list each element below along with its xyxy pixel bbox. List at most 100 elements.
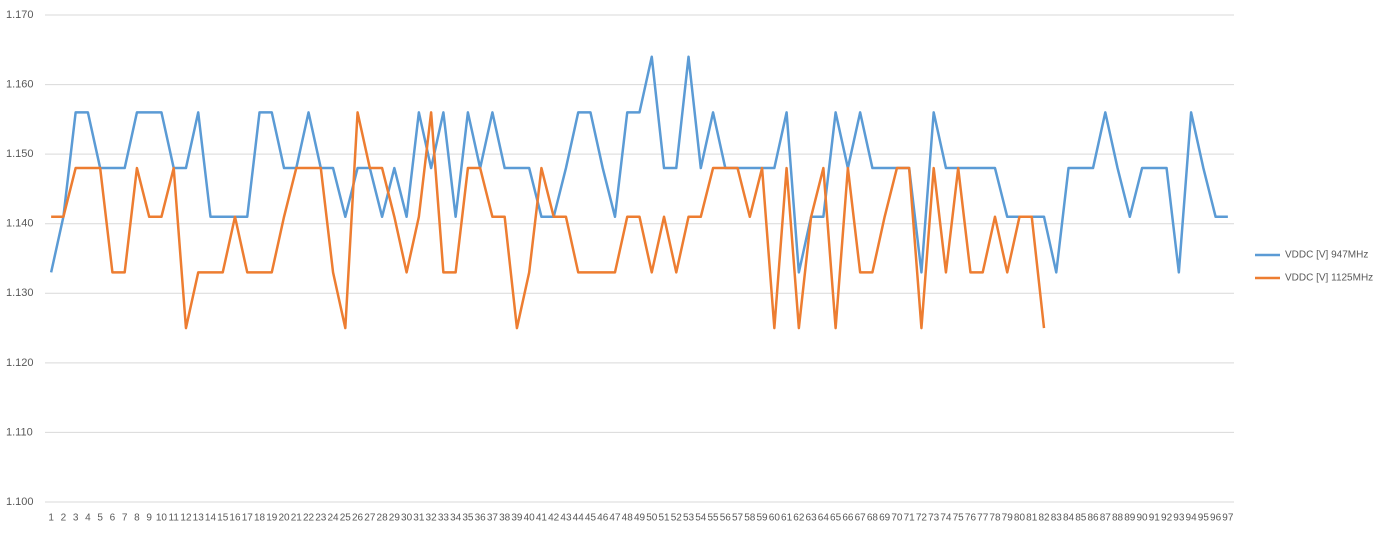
- x-tick-label: 4: [85, 513, 91, 524]
- x-tick-label: 19: [266, 513, 278, 524]
- y-tick-label: 1.100: [6, 496, 34, 508]
- series-line: [49, 55, 1228, 274]
- x-tick-label: 53: [683, 513, 695, 524]
- y-tick-label: 1.140: [6, 218, 34, 230]
- x-tick-label: 46: [597, 513, 609, 524]
- x-tick-label: 90: [1137, 513, 1149, 524]
- x-tick-label: 64: [818, 513, 830, 524]
- x-tick-label: 84: [1063, 513, 1075, 524]
- x-tick-label: 75: [953, 513, 965, 524]
- x-tick-label: 68: [867, 513, 879, 524]
- x-tick-label: 71: [904, 513, 916, 524]
- x-tick-label: 76: [965, 513, 977, 524]
- x-tick-label: 14: [205, 513, 217, 524]
- x-tick-label: 29: [389, 513, 401, 524]
- x-tick-label: 20: [278, 513, 290, 524]
- x-tick-label: 31: [413, 513, 425, 524]
- y-tick-label: 1.130: [6, 287, 34, 299]
- y-tick-label: 1.110: [6, 426, 33, 438]
- x-tick-label: 18: [254, 513, 266, 524]
- legend-label: VDDC [V] 1125MHz: [1285, 273, 1373, 284]
- x-tick-label: 45: [585, 513, 597, 524]
- x-tick-label: 49: [634, 513, 646, 524]
- x-tick-label: 43: [560, 513, 572, 524]
- x-tick-label: 11: [169, 513, 180, 524]
- x-tick-label: 3: [73, 513, 79, 524]
- y-tick-label: 1.170: [6, 9, 34, 21]
- x-tick-label: 17: [242, 513, 254, 524]
- x-tick-label: 2: [61, 513, 67, 524]
- x-tick-label: 72: [916, 513, 928, 524]
- x-tick-label: 56: [720, 513, 732, 524]
- x-tick-label: 8: [134, 513, 140, 524]
- x-tick-label: 44: [573, 513, 585, 524]
- x-tick-label: 80: [1014, 513, 1026, 524]
- legend-label: VDDC [V] 947MHz: [1285, 250, 1368, 261]
- x-tick-label: 83: [1051, 513, 1063, 524]
- x-tick-label: 1: [48, 513, 54, 524]
- x-tick-label: 13: [193, 513, 205, 524]
- x-tick-label: 33: [438, 513, 450, 524]
- x-tick-label: 58: [744, 513, 756, 524]
- x-tick-label: 77: [977, 513, 989, 524]
- x-tick-label: 74: [940, 513, 952, 524]
- x-tick-label: 26: [352, 513, 364, 524]
- x-tick-label: 73: [928, 513, 940, 524]
- x-tick-label: 21: [291, 513, 303, 524]
- x-tick-label: 39: [511, 513, 523, 524]
- x-tick-label: 62: [793, 513, 805, 524]
- x-tick-label: 5: [97, 513, 103, 524]
- y-tick-label: 1.120: [6, 357, 34, 369]
- x-tick-label: 54: [695, 513, 707, 524]
- x-tick-label: 32: [426, 513, 438, 524]
- x-tick-label: 63: [806, 513, 818, 524]
- x-tick-label: 23: [315, 513, 327, 524]
- x-tick-label: 91: [1149, 513, 1161, 524]
- x-tick-label: 79: [1002, 513, 1014, 524]
- x-tick-label: 42: [548, 513, 560, 524]
- x-tick-label: 97: [1222, 513, 1234, 524]
- x-tick-label: 38: [499, 513, 511, 524]
- x-tick-label: 81: [1026, 513, 1038, 524]
- x-tick-label: 86: [1087, 513, 1099, 524]
- x-tick-label: 41: [536, 513, 548, 524]
- x-tick-label: 35: [462, 513, 474, 524]
- x-tick-label: 27: [364, 513, 376, 524]
- y-tick-label: 1.160: [6, 78, 34, 90]
- x-tick-label: 22: [303, 513, 315, 524]
- x-tick-label: 50: [646, 513, 658, 524]
- x-tick-label: 65: [830, 513, 842, 524]
- x-tick-label: 16: [229, 513, 241, 524]
- x-tick-label: 25: [340, 513, 352, 524]
- x-tick-label: 85: [1075, 513, 1087, 524]
- x-tick-label: 48: [622, 513, 634, 524]
- x-tick-label: 66: [842, 513, 854, 524]
- x-tick-label: 34: [450, 513, 462, 524]
- x-tick-label: 9: [146, 513, 152, 524]
- x-tick-label: 30: [401, 513, 413, 524]
- x-tick-label: 10: [156, 513, 168, 524]
- x-tick-label: 36: [475, 513, 487, 524]
- x-tick-label: 55: [707, 513, 719, 524]
- x-tick-label: 28: [377, 513, 389, 524]
- x-tick-label: 7: [122, 513, 128, 524]
- x-tick-label: 78: [989, 513, 1001, 524]
- x-tick-label: 92: [1161, 513, 1173, 524]
- x-tick-label: 59: [757, 513, 769, 524]
- x-tick-label: 96: [1210, 513, 1222, 524]
- x-tick-label: 70: [891, 513, 903, 524]
- x-tick-label: 94: [1186, 513, 1198, 524]
- series-line: [51, 111, 1046, 330]
- x-tick-label: 37: [487, 513, 499, 524]
- x-tick-label: 40: [524, 513, 536, 524]
- x-tick-label: 61: [781, 513, 793, 524]
- x-tick-label: 12: [180, 513, 192, 524]
- x-tick-label: 51: [658, 513, 670, 524]
- x-tick-label: 15: [217, 513, 229, 524]
- x-tick-label: 88: [1112, 513, 1124, 524]
- x-tick-label: 82: [1038, 513, 1050, 524]
- x-tick-label: 60: [769, 513, 781, 524]
- x-tick-label: 95: [1198, 513, 1210, 524]
- x-tick-label: 93: [1173, 513, 1185, 524]
